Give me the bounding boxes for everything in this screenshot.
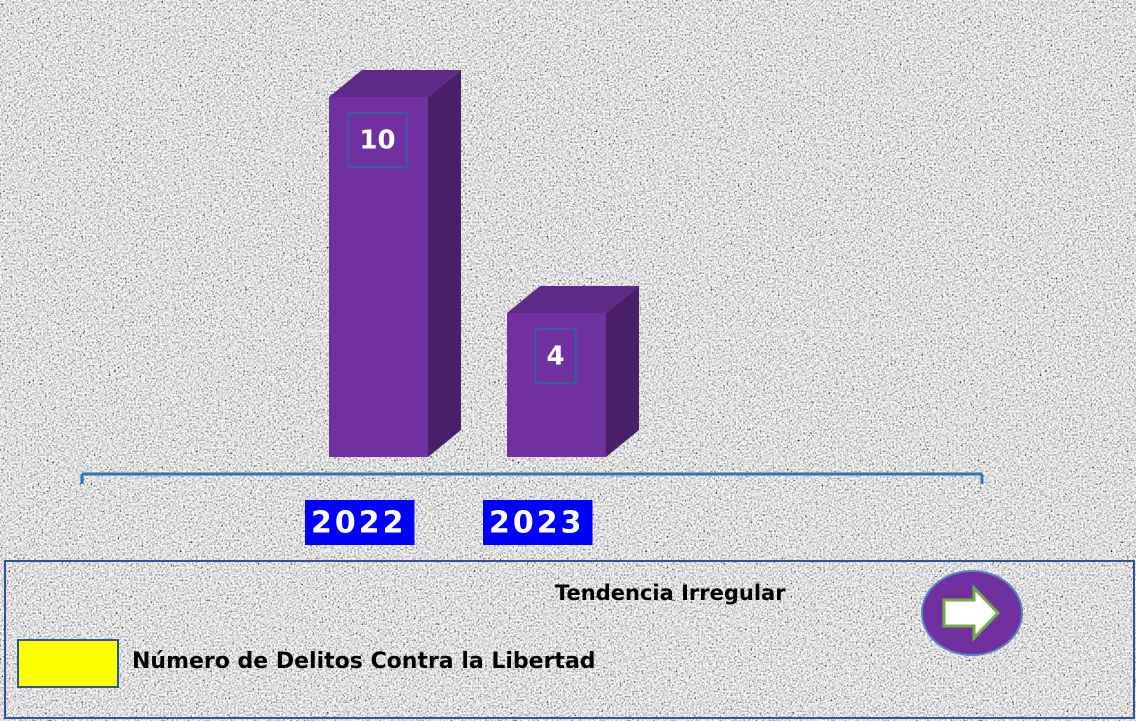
value-label-box xyxy=(347,112,408,168)
x-tick-label: 2022 xyxy=(311,506,407,541)
bar xyxy=(329,97,428,457)
x-tick-label: 2023 xyxy=(489,506,585,541)
value-label-box xyxy=(534,328,577,384)
category-label-bg xyxy=(305,500,415,545)
bar-top xyxy=(507,286,639,313)
legend-label: Número de Delitos Contra la Libertad xyxy=(132,649,596,674)
bar-top xyxy=(329,70,461,97)
bar xyxy=(507,313,606,457)
legend-swatch xyxy=(17,639,119,688)
legend-panel xyxy=(4,560,1135,719)
category-label-bg xyxy=(483,500,593,545)
value-label: 10 xyxy=(359,126,395,156)
bar-side xyxy=(428,70,461,457)
arrow-icon xyxy=(942,584,1001,642)
bar-side xyxy=(606,286,639,457)
annotation: Tendencia Irregular xyxy=(555,581,786,605)
value-label: 4 xyxy=(546,342,564,372)
